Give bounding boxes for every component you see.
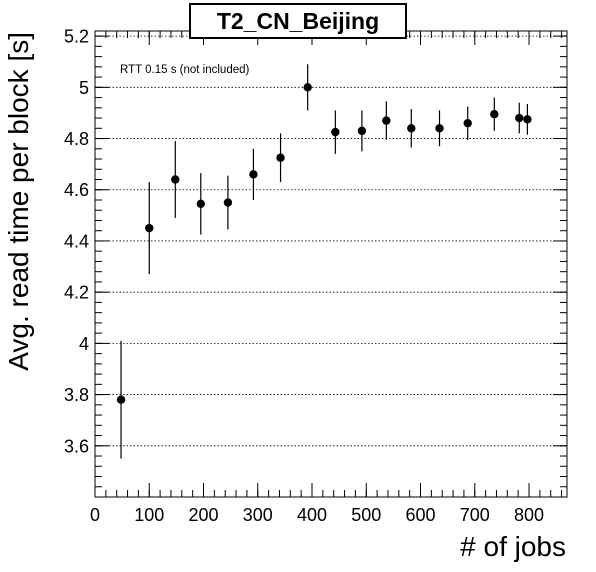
x-tick-label-7: 700 [460,505,490,525]
data-point-3 [196,199,205,209]
y-tick-label-0: 3.6 [64,436,89,456]
x-tick-label-4: 400 [297,505,327,525]
y-tick-label-1: 3.8 [64,385,89,405]
data-points [116,64,532,459]
data-point-1 [145,223,154,233]
y-tick-label-2: 4 [79,334,89,354]
x-tick-label-1: 100 [134,505,164,525]
data-point-9 [357,126,367,136]
data-point-7 [303,83,312,92]
data-point-0 [116,395,126,404]
data-point-2 [171,175,180,184]
data-point-5 [249,170,258,179]
y-tick-label-3: 4.2 [64,283,89,303]
y-axis-label: Avg. read time per block [s] [3,32,34,371]
data-point-14 [490,110,499,119]
y-tick-labels: 3.6 3.8 4 4.2 4.4 4.6 4.8 5 5.2 [64,27,89,457]
x-tick-label-0: 0 [90,505,100,525]
y-tick-label-6: 4.8 [64,129,89,149]
data-point-8 [331,127,340,137]
x-tick-label-5: 500 [351,505,381,525]
x-tick-label-3: 300 [243,505,273,525]
x-tick-labels: 0 100 200 300 400 500 600 700 800 [90,505,544,525]
y-tick-label-7: 5 [79,78,89,98]
data-point-11 [407,124,416,133]
axis-ticks [94,31,567,498]
y-tick-label-5: 4.6 [64,180,89,200]
data-point-6 [276,153,285,162]
data-point-4 [223,198,233,207]
x-axis-label: # of jobs [460,531,566,562]
y-tick-label-4: 4.4 [64,231,89,251]
x-tick-label-8: 800 [514,505,544,525]
plot-frame [94,30,568,498]
x-tick-label-6: 600 [405,505,435,525]
data-point-13 [463,118,472,128]
data-point-12 [435,124,444,133]
data-point-15 [515,113,524,123]
data-point-16 [523,115,532,124]
data-point-10 [382,116,391,125]
grid-lines [95,35,567,447]
title-box [189,3,407,39]
y-tick-label-8: 5.2 [64,27,89,47]
annotation-text: RTT 0.15 s (not included) [120,64,250,76]
chart-title: T2_CN_Beijing [217,8,379,34]
x-tick-label-2: 200 [188,505,218,525]
